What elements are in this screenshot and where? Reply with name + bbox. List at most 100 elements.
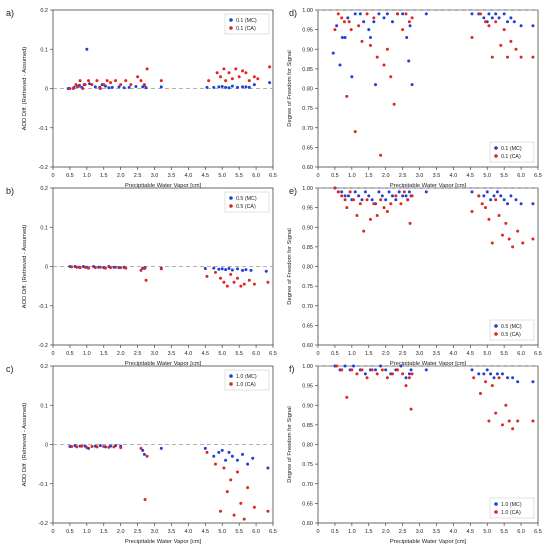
data-point [484,206,488,210]
panel-label: d) [289,8,297,18]
data-point [224,458,228,462]
legend: 0.1 (MC) 0.1 (CA) [224,13,270,35]
data-point [516,380,520,384]
y-tick-label: -0.1 [39,482,48,488]
x-tick-label: 0.5 [66,529,74,535]
x-axis-title: Precipitable Water Vapor [cm] [390,361,467,367]
data-point [379,364,383,368]
data-point [225,490,229,494]
data-point [159,267,163,271]
data-point [266,509,270,513]
data-point [407,372,411,376]
data-point [235,267,239,271]
x-tick-label: 2.0 [117,173,125,179]
legend-marker [229,26,233,30]
x-tick-label: 3.5 [433,351,441,357]
data-point [519,202,523,206]
data-point [385,12,389,16]
legend-marker [494,510,498,514]
data-point [379,153,383,157]
data-point [497,376,501,380]
data-point [213,462,217,466]
x-tick-label: 6.0 [252,351,260,357]
data-point [482,194,486,198]
data-point [353,12,357,16]
x-tick-label: 0 [51,351,54,357]
y-axis-title: AOD Diff. (Retrieved - Assumed) [22,225,28,309]
x-tick-label: 5.5 [235,529,243,535]
data-point [90,83,94,87]
data-point [490,55,494,59]
x-tick-label: 3.5 [168,173,176,179]
data-point [103,266,107,270]
data-point [246,462,250,466]
data-point [368,217,372,221]
data-point [352,198,356,202]
y-tick-label: 1.00 [302,8,313,14]
x-tick-label: 6.0 [252,173,260,179]
data-point [512,20,516,24]
data-point [519,55,523,59]
data-point [241,268,245,272]
data-point [107,445,111,449]
data-point [136,75,140,79]
data-point [531,24,535,28]
y-tick-label: 0.85 [302,67,313,73]
data-point [237,75,241,79]
data-point [372,20,376,24]
data-point [490,16,494,20]
data-point [105,79,109,83]
data-point [224,79,228,83]
data-point [397,190,401,194]
data-point [350,75,354,79]
data-point [127,85,131,89]
x-tick-label: 6.5 [534,529,542,535]
y-tick-label: -0.2 [39,165,48,171]
y-tick-label: 0.80 [302,443,313,449]
data-point [268,81,272,85]
data-point [360,198,364,202]
legend-label: 0.1 (CA) [501,154,521,160]
legend-label: 0.1 (MC) [236,18,257,24]
x-tick-label: 6.0 [517,173,525,179]
x-tick-label: 2.0 [382,351,390,357]
data-point [217,267,221,271]
data-point [249,268,253,272]
data-point [75,265,79,269]
data-point [362,229,366,233]
x-axis-title: Precipitable Water Vapor [cm] [125,539,202,545]
data-point [504,403,508,407]
data-point [229,478,233,482]
data-point [482,16,486,20]
x-tick-label: 4.5 [201,351,209,357]
data-point [407,376,411,380]
y-tick-label: 0.60 [302,165,313,171]
data-point [424,12,428,16]
data-point [219,75,223,79]
data-point [380,194,384,198]
data-point [531,380,535,384]
y-tick-label: 0 [45,265,48,271]
y-tick-label: 0.95 [302,206,313,212]
data-point [401,28,405,32]
y-tick-label: 0.1 [40,225,48,231]
y-tick-label: 0.65 [302,145,313,151]
data-point [367,28,371,32]
data-point [222,466,226,470]
data-point [224,85,228,89]
data-point [252,282,256,286]
x-tick-label: 0.5 [331,351,339,357]
legend: 1.0 (MC) 1.0 (CA) [224,369,270,391]
data-point [484,20,488,24]
x-tick-label: 3.5 [168,351,176,357]
x-tick-label: 0.5 [66,173,74,179]
data-point [495,190,499,194]
data-point [404,384,408,388]
y-tick-label: -0.1 [39,126,48,132]
data-point [494,20,498,24]
data-point [350,368,354,372]
data-point [390,372,394,376]
data-point [507,419,511,423]
data-point [232,280,236,284]
x-tick-label: 6.0 [517,529,525,535]
